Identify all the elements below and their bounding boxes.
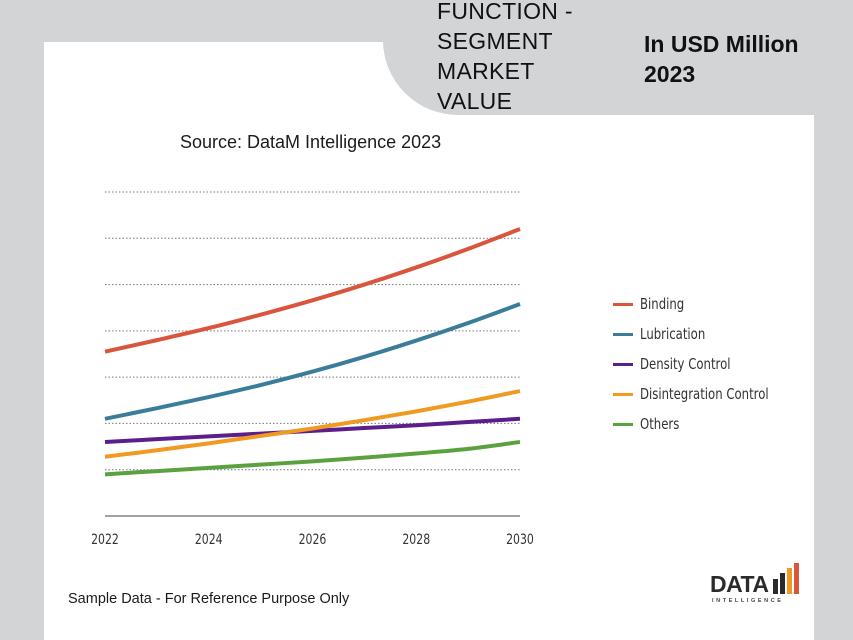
legend-item: Binding <box>613 289 805 319</box>
legend: Binding Lubrication Density Control Disinte… <box>613 289 805 439</box>
x-tick-label: 2030 <box>506 531 534 548</box>
unit-title: In USD Million 2023 <box>644 31 799 87</box>
x-axis-ticks: 2022 2024 2026 2028 2030 <box>91 531 534 548</box>
legend-item: Density Control <box>613 349 805 379</box>
series-lines <box>104 227 521 477</box>
gridlines <box>105 191 520 517</box>
source-text: Source: DataM Intelligence 2023 <box>180 132 442 152</box>
legend-label: Disintegration Control <box>640 385 769 403</box>
segment-title: FUNCTION - SEGMENT MARKET VALUE <box>437 0 573 114</box>
legend-item: Disintegration Control <box>613 379 805 409</box>
legend-swatch <box>613 302 633 306</box>
x-tick-label: 2022 <box>91 531 119 548</box>
logo-subtext: INTELLIGENCE <box>712 598 784 604</box>
legend-swatch <box>613 392 633 396</box>
legend-label: Density Control <box>640 355 731 373</box>
datam-logo: DATA INTELLIGENCE <box>710 561 800 609</box>
legend-swatch <box>613 362 633 366</box>
series-line-others <box>104 439 521 477</box>
legend-swatch <box>613 422 633 426</box>
x-tick-label: 2026 <box>299 531 327 548</box>
legend-item: Others <box>613 409 805 439</box>
header-panel <box>383 0 853 115</box>
x-tick-label: 2028 <box>402 531 430 548</box>
series-line-density-control <box>104 416 521 444</box>
series-line-lubrication <box>104 302 521 421</box>
series-line-binding <box>104 227 521 354</box>
bar-chart-logo-icon <box>773 563 799 594</box>
chart-card <box>44 42 814 640</box>
legend-label: Binding <box>640 295 685 313</box>
legend-label: Others <box>640 415 680 433</box>
footer-note: Sample Data - For Reference Purpose Only <box>68 591 350 607</box>
legend-label: Lubrication <box>640 325 706 343</box>
legend-item: Lubrication <box>613 319 805 349</box>
legend-swatch <box>613 332 633 336</box>
x-tick-label: 2024 <box>195 531 223 548</box>
logo-text: DATA <box>710 571 769 597</box>
series-line-disintegration-control <box>104 389 521 459</box>
